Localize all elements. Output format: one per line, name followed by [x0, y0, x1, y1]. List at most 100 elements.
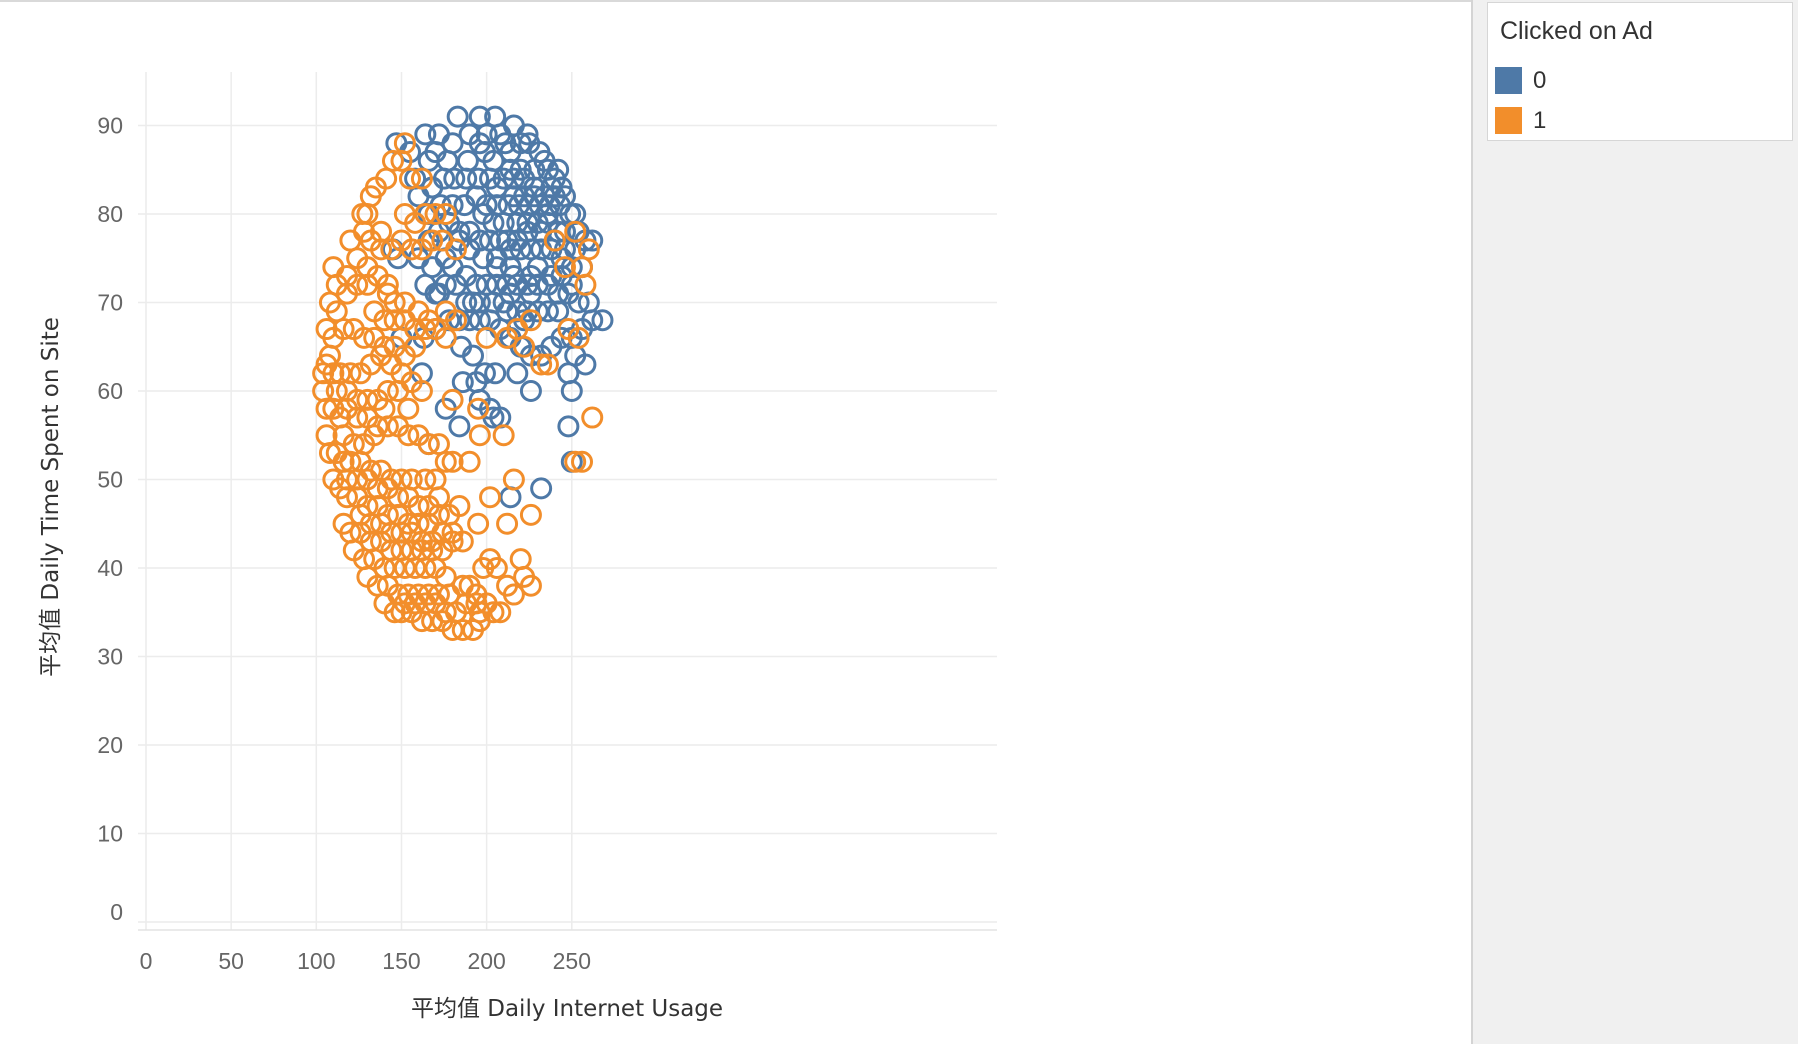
scatter-point-series-0: [547, 300, 570, 323]
y-tick-label: 40: [97, 555, 123, 581]
x-tick-label: 100: [297, 948, 335, 974]
scatter-point-series-1: [431, 521, 454, 544]
x-axis-title: 平均值 Daily Internet Usage: [411, 996, 723, 1022]
scatter-point-series-0: [482, 291, 505, 314]
scatter-point-series-0: [499, 158, 522, 181]
scatter-point-series-0: [485, 247, 508, 270]
x-tick-label: 150: [382, 948, 420, 974]
scatter-point-series-1: [567, 326, 590, 349]
scatter-point-series-0: [557, 415, 580, 438]
side-panel: [1471, 0, 1798, 1044]
scatter-point-series-0: [458, 238, 481, 261]
scatter-point-series-1: [475, 326, 498, 349]
scatter-point-series-1: [489, 601, 512, 624]
scatter-point-series-1: [434, 203, 457, 225]
scatter-point-series-0: [458, 123, 481, 146]
y-tick-label: 0: [110, 899, 123, 925]
scatter-point-series-1: [322, 256, 345, 279]
y-tick-label: 90: [97, 113, 123, 139]
scatter-point-series-0: [484, 362, 507, 385]
scatter-point-series-1: [421, 229, 444, 252]
scatter-point-series-1: [468, 424, 491, 447]
scatter-point-series-1: [458, 450, 481, 473]
grid-lines: [138, 72, 997, 931]
scatter-point-series-1: [434, 601, 457, 624]
x-tick-label: 50: [218, 948, 244, 974]
scatter-point-series-1: [444, 309, 467, 332]
scatter-point-series-1: [479, 486, 502, 509]
scatter-point-series-1: [414, 592, 437, 615]
legend-swatch-0: [1495, 67, 1522, 94]
scatter-point-series-0: [485, 176, 508, 199]
scatter-chart: 0 50 100 150 200 250 0 10 20 30 40 50 60 70 80 90 平均值 D…: [38, 72, 997, 1022]
scatter-point-series-1: [427, 486, 450, 509]
scatter-point-series-0: [506, 362, 529, 385]
scatter-point-series-1: [353, 326, 376, 349]
scatter-point-series-1: [346, 247, 369, 270]
y-tick-label: 70: [97, 290, 123, 316]
scatter-point-series-1: [441, 450, 464, 473]
y-tick-label: 50: [97, 467, 123, 493]
scatter-point-series-1: [519, 503, 542, 526]
scatter-point-series-0: [509, 158, 532, 181]
scatter-point-series-0: [496, 229, 519, 252]
x-tick-label: 250: [553, 948, 591, 974]
scatter-point-series-1: [398, 167, 421, 190]
scatter-point-series-0: [414, 123, 437, 146]
scatter-point-series-1: [444, 238, 467, 261]
scatter-point-series-1: [502, 583, 525, 606]
scatter-point-series-0: [536, 158, 559, 181]
y-tick-label: 20: [97, 732, 123, 758]
scatter-point-series-1: [390, 521, 413, 544]
scatter-point-series-1: [553, 256, 576, 279]
scatter-point-series-0: [591, 309, 614, 332]
scatter-point-series-1: [496, 512, 519, 535]
scatter-point-series-0: [436, 149, 459, 172]
scatter-point-series-1: [376, 282, 399, 305]
scatter-point-series-1: [434, 450, 457, 473]
scatter-point-series-1: [370, 238, 393, 261]
scatter-point-series-0: [530, 477, 553, 500]
scatter-point-series-1: [441, 521, 464, 544]
scatter-point-series-0: [455, 291, 478, 314]
scatter-point-series-1: [485, 557, 508, 579]
color-legend[interactable]: Clicked on Ad 0 1: [1487, 2, 1793, 141]
scatter-point-series-1: [383, 309, 406, 332]
scatter-point-series-1: [502, 468, 525, 491]
scatter-point-series-1: [465, 592, 488, 615]
scatter-point-series-0: [421, 256, 444, 279]
scatter-point-series-1: [424, 203, 447, 225]
y-axis-title: 平均值 Daily Time Spent on Site: [38, 317, 64, 677]
scatter-point-series-1: [332, 424, 355, 447]
scatter-point-series-1: [564, 450, 587, 473]
scatter-point-series-1: [407, 495, 430, 518]
scatter-point-series-1: [581, 406, 604, 429]
legend-swatch-1: [1495, 107, 1522, 134]
scatter-point-series-0: [475, 123, 498, 146]
scatter-point-series-0: [519, 380, 542, 402]
worksheet-area: [0, 2, 1471, 1044]
scatter-point-series-1: [356, 388, 379, 411]
scatter-point-series-1: [467, 397, 490, 420]
scatter-point-series-1: [424, 318, 447, 341]
x-tick-label: 0: [140, 948, 153, 974]
scatter-point-series-1: [530, 353, 553, 376]
scatter-point-series-0: [499, 486, 522, 509]
scatter-point-series-1: [414, 557, 437, 579]
scatter-point-series-1: [376, 380, 399, 402]
scatter-point-series-0: [448, 415, 471, 438]
scatter-point-series-1: [455, 592, 478, 615]
scatter-point-series-0: [465, 371, 488, 394]
scatter-point-series-0: [446, 105, 469, 128]
scatter-point-series-1: [414, 318, 437, 341]
legend-title: Clicked on Ad: [1500, 17, 1653, 45]
scatter-point-series-1: [325, 300, 348, 323]
scatter-point-series-0: [523, 158, 546, 181]
scatter-point-series-1: [387, 380, 410, 402]
scatter-point-series-0: [455, 167, 478, 190]
scatter-point-series-0: [468, 291, 491, 314]
scatter-point-series-0: [451, 371, 474, 394]
scatter-point-series-0: [482, 149, 505, 172]
y-tick-label: 80: [97, 201, 123, 227]
scatter-point-series-0: [427, 123, 450, 146]
